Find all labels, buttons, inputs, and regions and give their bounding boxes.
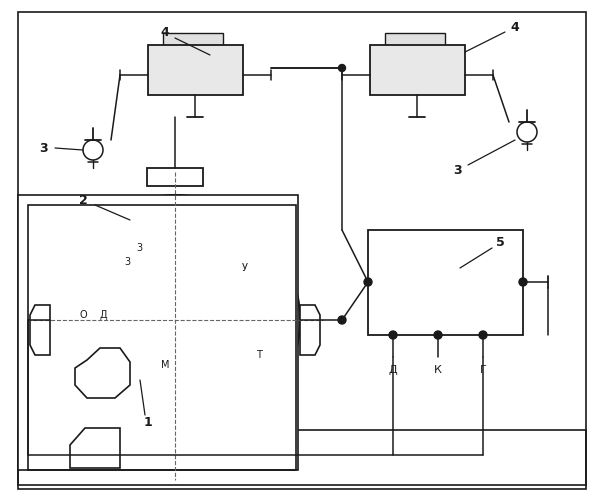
Bar [28, 205, 296, 470]
Bar [368, 230, 523, 335]
Polygon shape [75, 348, 130, 398]
Text: 4: 4 [510, 21, 519, 34]
Polygon shape [30, 305, 50, 355]
Bar [148, 45, 243, 95]
Text: 3: 3 [39, 141, 47, 154]
Circle shape [90, 295, 100, 305]
Circle shape [389, 331, 397, 339]
Text: 3: 3 [124, 257, 130, 267]
Bar [370, 45, 465, 95]
Circle shape [479, 331, 487, 339]
Text: К: К [434, 365, 442, 375]
Text: Т: Т [256, 350, 262, 360]
Circle shape [364, 278, 372, 286]
Circle shape [122, 243, 132, 253]
Text: 2: 2 [79, 193, 88, 206]
Bar [385, 33, 445, 47]
Circle shape [208, 405, 218, 415]
Circle shape [70, 215, 280, 425]
Circle shape [50, 195, 300, 445]
Circle shape [148, 360, 158, 370]
Text: Г: Г [480, 365, 486, 375]
Circle shape [338, 65, 345, 72]
Bar [18, 430, 586, 485]
Text: У: У [242, 263, 248, 273]
Circle shape [105, 263, 115, 273]
Bar [147, 168, 203, 186]
Text: 4: 4 [161, 26, 169, 39]
Circle shape [160, 405, 170, 415]
Circle shape [123, 268, 227, 372]
Bar [18, 195, 298, 470]
Circle shape [519, 278, 527, 286]
Polygon shape [70, 428, 120, 468]
Text: 3: 3 [454, 163, 462, 176]
Text: Д: Д [389, 365, 397, 375]
Bar [163, 33, 223, 47]
Text: 1: 1 [144, 415, 152, 428]
Text: 5: 5 [496, 235, 504, 248]
Text: О: О [79, 310, 87, 320]
Circle shape [434, 331, 442, 339]
Text: 3: 3 [136, 243, 142, 253]
Circle shape [338, 316, 346, 324]
Circle shape [242, 350, 252, 360]
Circle shape [228, 263, 238, 273]
Polygon shape [300, 305, 320, 355]
Text: М: М [161, 360, 169, 370]
Text: Д: Д [99, 310, 107, 320]
